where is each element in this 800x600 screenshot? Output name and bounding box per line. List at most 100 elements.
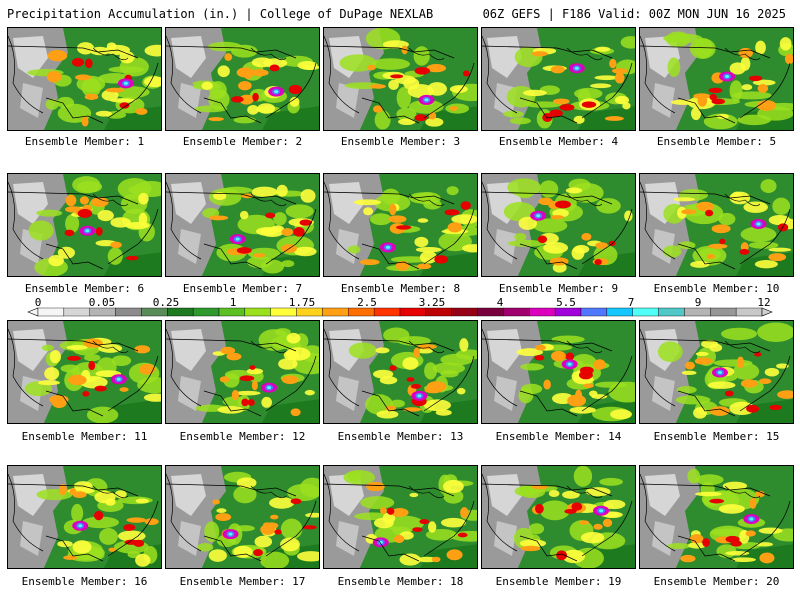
colorbar-max-arrow (761, 307, 773, 317)
precip-map-graphic (324, 174, 477, 276)
colorbar-tick-label: 0.05 (88, 296, 116, 309)
colorbar-swatch (89, 307, 116, 317)
member-label-19: Ensemble Member: 19 (495, 575, 622, 588)
colorbar-swatch (710, 307, 737, 317)
ensemble-map-18 (323, 465, 478, 569)
precip-map-graphic (482, 28, 635, 130)
member-label-12: Ensemble Member: 12 (179, 430, 306, 443)
colorbar-swatch (218, 307, 246, 317)
ensemble-map-1 (7, 27, 162, 131)
colorbar-tick-label: 7 (627, 296, 635, 309)
member-label-4: Ensemble Member: 4 (498, 135, 619, 148)
precip-map-graphic (640, 321, 793, 423)
colorbar-tick-label: 5.5 (556, 296, 576, 309)
ensemble-map-4 (481, 27, 636, 131)
colorbar-swatch (244, 307, 271, 317)
precip-map-graphic (640, 174, 793, 276)
ensemble-map-15 (639, 320, 794, 424)
colorbar-swatch (348, 307, 375, 317)
colorbar-tick-label: 1 (229, 296, 237, 309)
precip-map-graphic (482, 174, 635, 276)
ensemble-map-2 (165, 27, 320, 131)
ensemble-map-20 (639, 465, 794, 569)
colorbar-swatch (658, 307, 685, 317)
ensemble-map-10 (639, 173, 794, 277)
model-run-info: 06Z GEFS | F186 Valid: 00Z MON JUN 16 20… (482, 7, 786, 21)
ensemble-map-3 (323, 27, 478, 131)
precip-map-graphic (8, 466, 161, 568)
ensemble-map-13 (323, 320, 478, 424)
ensemble-map-7 (165, 173, 320, 277)
colorbar-swatch (632, 307, 659, 317)
colorbar-swatch (141, 307, 168, 317)
member-label-20: Ensemble Member: 20 (653, 575, 780, 588)
ensemble-map-17 (165, 465, 320, 569)
map-title: Precipitation Accumulation (in.) | Colle… (7, 7, 434, 21)
colorbar-tick-label: 0.25 (152, 296, 180, 309)
colorbar-swatch (477, 307, 504, 317)
member-label-10: Ensemble Member: 10 (653, 282, 780, 295)
colorbar-swatch (322, 307, 349, 317)
member-label-18: Ensemble Member: 18 (337, 575, 464, 588)
precip-map-graphic (8, 321, 161, 423)
member-label-11: Ensemble Member: 11 (21, 430, 148, 443)
colorbar-swatch (37, 307, 65, 317)
colorbar-swatch (606, 307, 633, 317)
colorbar-swatch (503, 307, 530, 317)
colorbar-swatch (580, 307, 608, 317)
colorbar-swatch (192, 307, 220, 317)
member-label-13: Ensemble Member: 13 (337, 430, 464, 443)
colorbar-swatch (63, 307, 90, 317)
precip-map-graphic (640, 466, 793, 568)
colorbar-swatch (115, 307, 142, 317)
precip-map-graphic (482, 466, 635, 568)
colorbar-swatch (554, 307, 582, 317)
colorbar-swatch (167, 307, 194, 317)
colorbar-min-arrow (27, 307, 39, 317)
ensemble-map-16 (7, 465, 162, 569)
member-label-15: Ensemble Member: 15 (653, 430, 780, 443)
ensemble-map-6 (7, 173, 162, 277)
precip-map-graphic (166, 321, 319, 423)
colorbar: 0 0.05 0.25 1 1.75 2.5 3.25 4 5.5 7 9 12 (0, 296, 800, 320)
member-label-9: Ensemble Member: 9 (498, 282, 619, 295)
ensemble-map-11 (7, 320, 162, 424)
member-label-8: Ensemble Member: 8 (340, 282, 461, 295)
member-label-6: Ensemble Member: 6 (24, 282, 145, 295)
precip-map-graphic (166, 466, 319, 568)
precip-map-graphic (324, 28, 477, 130)
member-label-17: Ensemble Member: 17 (179, 575, 306, 588)
colorbar-tick-label: 12 (757, 296, 771, 309)
ensemble-map-14 (481, 320, 636, 424)
colorbar-swatch (451, 307, 478, 317)
colorbar-tick-label: 2.5 (357, 296, 377, 309)
ensemble-map-5 (639, 27, 794, 131)
colorbar-tick-label: 4 (496, 296, 504, 309)
colorbar-tick-label: 0 (34, 296, 42, 309)
precip-map-graphic (8, 28, 161, 130)
member-label-14: Ensemble Member: 14 (495, 430, 622, 443)
member-label-16: Ensemble Member: 16 (21, 575, 148, 588)
member-label-1: Ensemble Member: 1 (24, 135, 145, 148)
colorbar-tick-label: 3.25 (418, 296, 446, 309)
colorbar-tick-label: 9 (694, 296, 702, 309)
colorbar-tick-label: 1.75 (288, 296, 316, 309)
precip-map-graphic (166, 174, 319, 276)
member-label-3: Ensemble Member: 3 (340, 135, 461, 148)
ensemble-map-8 (323, 173, 478, 277)
colorbar-swatch (399, 307, 427, 317)
colorbar-swatch (270, 307, 297, 317)
member-label-7: Ensemble Member: 7 (182, 282, 303, 295)
precip-map-graphic (482, 321, 635, 423)
ensemble-map-9 (481, 173, 636, 277)
precip-map-graphic (8, 174, 161, 276)
precip-map-graphic (166, 28, 319, 130)
precip-map-graphic (640, 28, 793, 130)
colorbar-graphic (27, 307, 773, 317)
precip-map-graphic (324, 321, 477, 423)
ensemble-map-12 (165, 320, 320, 424)
colorbar-swatch (684, 307, 711, 317)
member-label-2: Ensemble Member: 2 (182, 135, 303, 148)
ensemble-map-19 (481, 465, 636, 569)
colorbar-swatch (529, 307, 556, 317)
